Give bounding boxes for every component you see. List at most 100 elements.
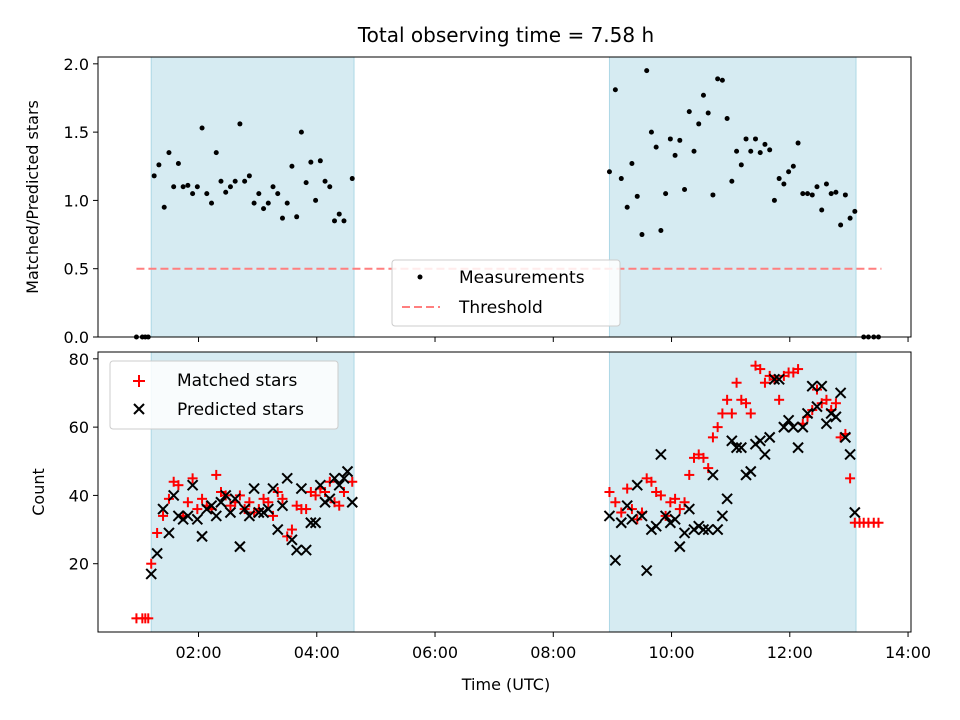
x-axis-label: Time (UTC) [461,675,550,694]
predicted-star-point [163,527,175,539]
predicted-star-point [711,523,724,536]
measurement-point [624,204,630,210]
predicted-star-point [267,482,279,495]
measurement-point [242,178,248,184]
measurement-point [715,76,721,82]
measurement-point [251,200,257,206]
measurement-point [767,147,773,153]
measurement-point [828,191,834,197]
measurement-point [691,148,697,154]
bottom-x-tick-label: 02:00 [175,643,221,662]
measurement-point [672,152,678,158]
predicted-star-point [773,373,785,386]
measurement-point [270,184,276,190]
predicted-star-point [659,510,672,522]
predicted-star-point [314,479,327,491]
predicted-star-point [626,513,638,526]
matched-star-point [158,510,169,521]
predicted-star-point [272,523,284,536]
matched-star-point [712,422,723,433]
predicted-star-point [609,554,622,566]
measurement-point [696,121,702,127]
measurement-point [814,184,820,190]
bottom-y-tick-label: 20 [69,555,89,574]
measurement-point [209,200,215,206]
measurement-point [634,193,640,199]
measurement-point [823,181,829,187]
predicted-star-point [229,493,241,505]
measurement-point [738,162,744,168]
measurement-point [223,189,229,195]
predicted-star-point [167,489,180,502]
predicted-star-point [844,448,856,461]
matched-star-point [821,394,832,405]
matched-star-point [152,527,163,538]
matched-star-point [263,497,274,508]
matched-star-point [793,364,804,375]
predicted-star-point [726,435,738,447]
measurement-point [317,158,323,164]
predicted-star-point [763,431,776,444]
measurement-point [166,150,172,156]
measurement-point [161,204,167,210]
measurement-point [261,206,267,212]
predicted-star-point [248,482,260,495]
measurement-point [156,162,162,168]
matched-star-point [722,394,733,405]
predicted-star-point [295,482,308,495]
predicted-star-point [220,489,232,502]
matched-star-point [759,377,770,388]
predicted-star-point [238,503,251,515]
bottom-y-tick-label: 40 [69,486,89,505]
measurement-point [805,191,811,197]
predicted-star-point [782,414,795,426]
top-shaded-region [150,56,355,338]
measurement-point [265,200,271,206]
matched-star-point [211,469,222,480]
chart-title: Total observing time = 7.58 h [357,23,654,47]
bottom-panel-frame [97,351,912,633]
matched-star-point [187,473,198,484]
measurement-point [618,176,624,182]
measurement-point [606,169,612,175]
matched-star-point [726,408,737,419]
matched-star-point [646,476,657,487]
predicted-star-point [196,530,208,543]
bottom-x-tick-label: 12:00 [767,643,813,662]
matched-star-point [277,493,288,504]
matched-star-point [301,504,312,515]
predicted-star-point [341,465,354,478]
matched-star-point [745,408,756,419]
bottom-legend: Matched stars Predicted stars [109,360,339,430]
matched-star-point [146,558,157,569]
matched-star-point [674,504,685,515]
top-y-tick-label: 2.0 [64,55,89,74]
measurement-point [648,129,654,135]
matched-star-point [670,493,681,504]
predicted-star-point [640,564,653,577]
matched-star-point [197,493,208,504]
bottom-y-tick-label: 80 [69,350,89,369]
measurement-point [218,178,224,184]
measurement-point [776,176,782,182]
predicted-star-point [253,506,265,519]
predicted-star-point [707,469,719,481]
measurement-point [734,148,740,154]
matched-star-point [830,398,841,409]
measurement-point [700,92,706,98]
measurement-point [838,222,844,228]
bottom-panel: 20 40 60 80 02:00 04:00 06:00 08:00 10:00 12:00 1… [29,350,931,694]
measurement-point [686,109,692,115]
matched-star-point [731,377,742,388]
measurement-point [663,191,669,197]
predicted-star-point [849,506,861,519]
predicted-star-point [346,496,358,508]
predicted-star-point [716,510,729,522]
predicted-star-point [730,441,743,454]
matched-star-point [610,497,621,508]
measurement-point [151,173,157,179]
measurement-point [199,125,205,131]
predicted-star-point [182,510,194,522]
measurement-point [762,141,768,147]
